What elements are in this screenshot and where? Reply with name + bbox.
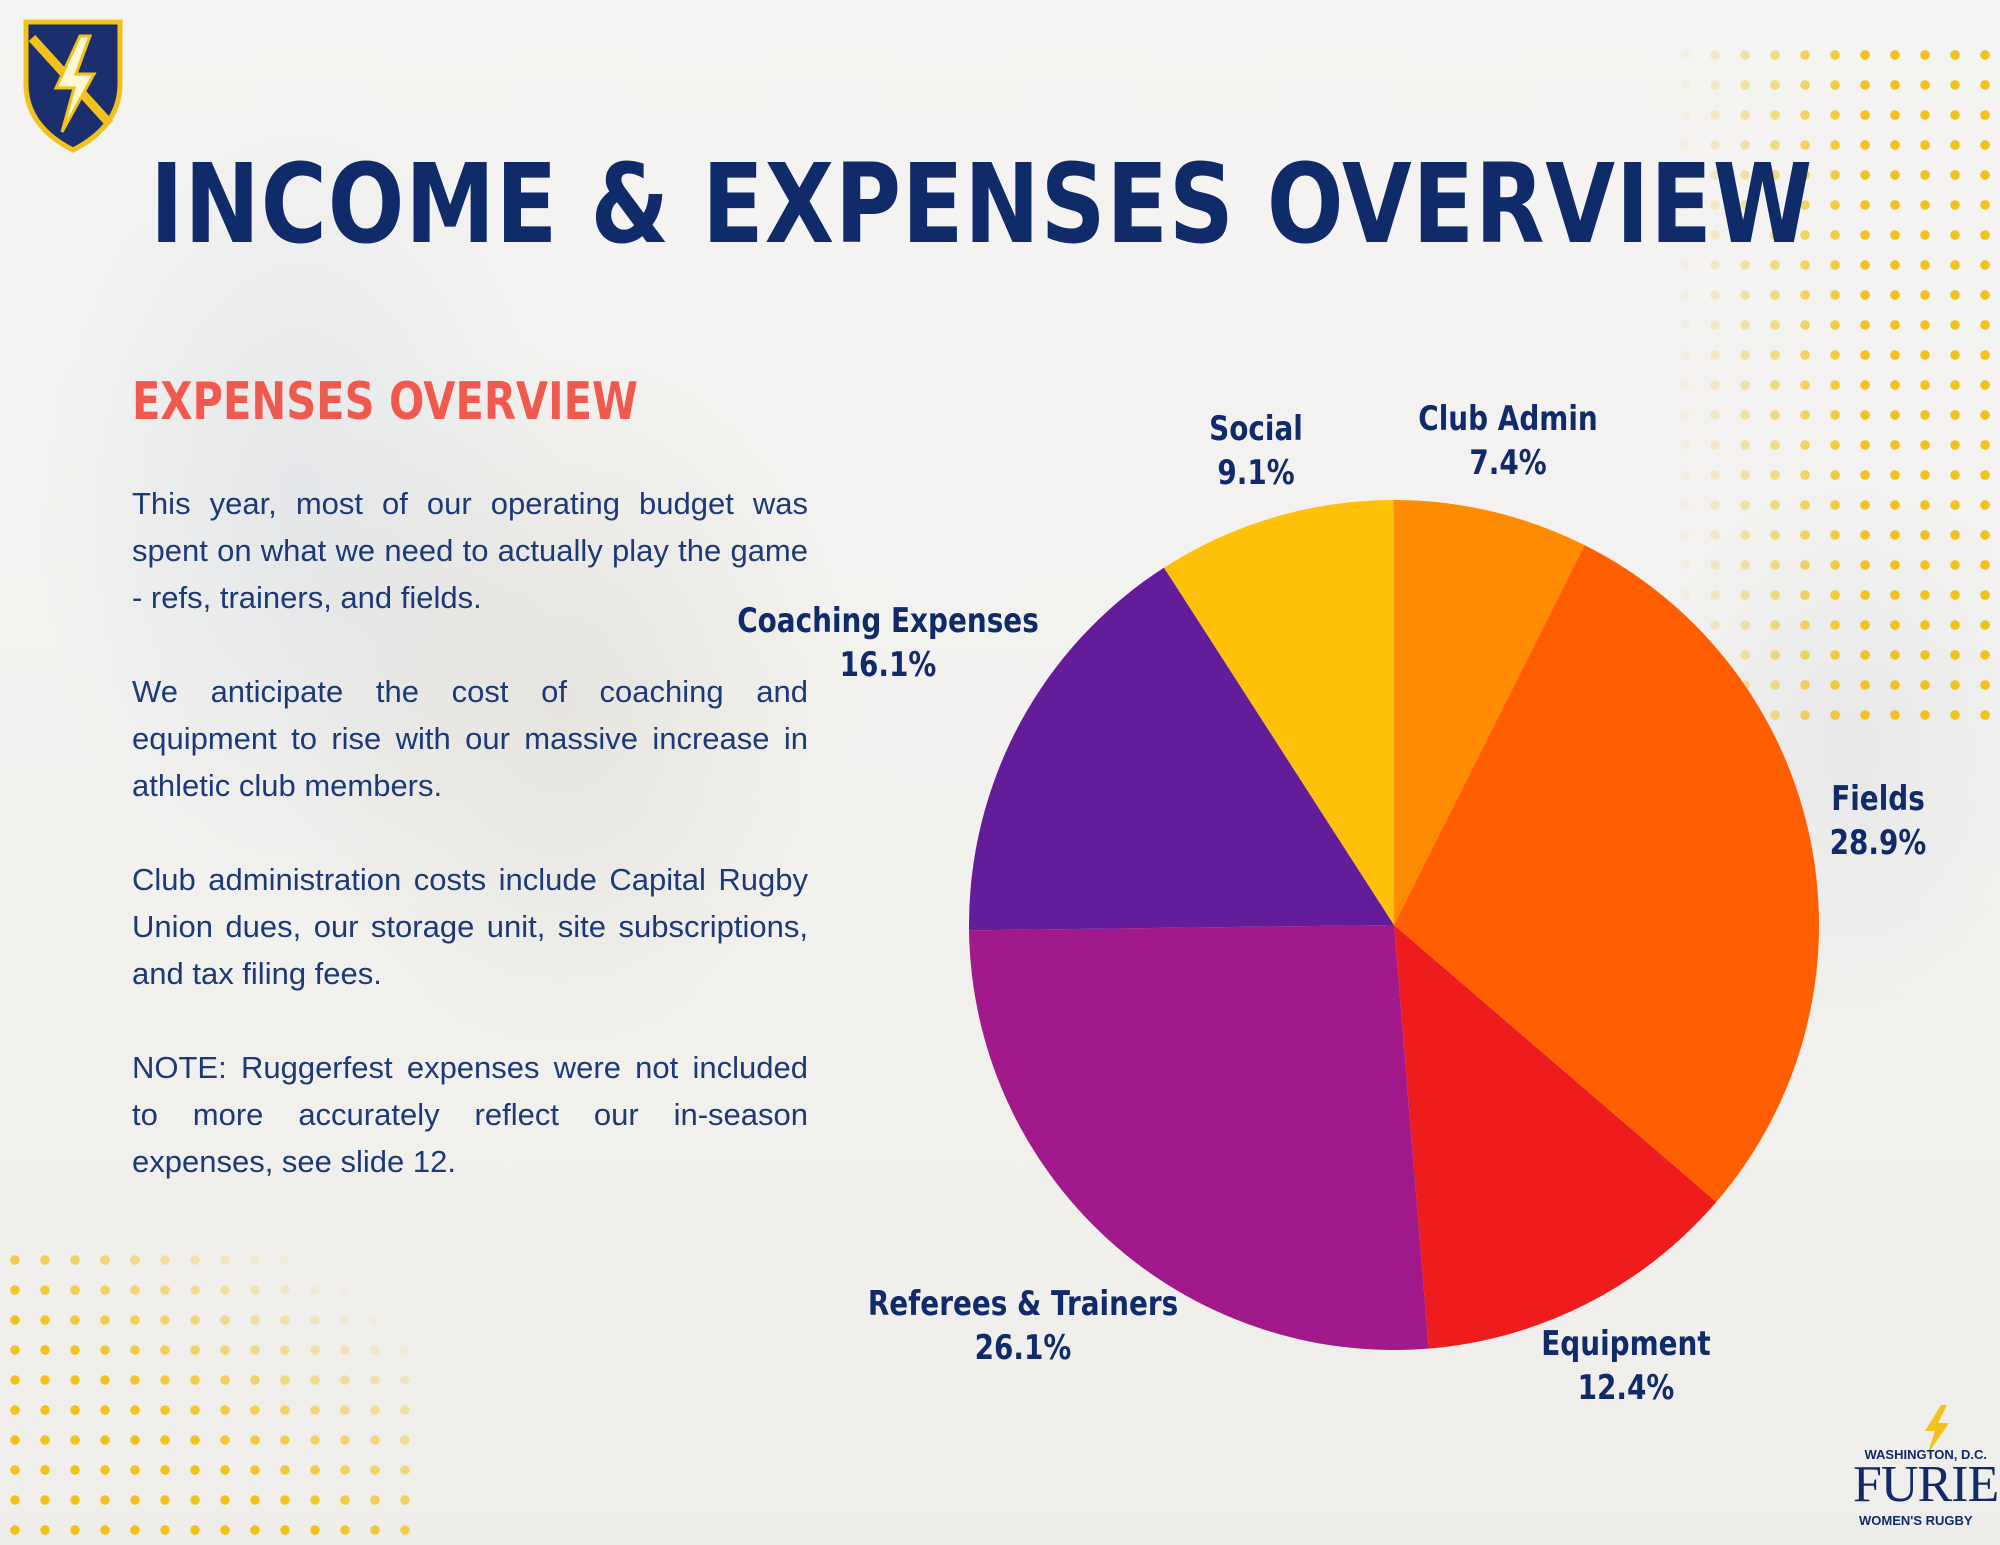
slice-label: Fields (1831, 779, 1925, 818)
shield-lightning-logo-icon (23, 19, 123, 153)
paragraph: This year, most of our operating budget … (132, 486, 808, 615)
slice-value-label: 12.4% (1578, 1368, 1675, 1407)
slice-value-label: 28.9% (1830, 823, 1927, 862)
pie-slice-equipment (1394, 925, 1717, 1349)
furies-brand-logo: WASHINGTON, D.C. FURIES WOMEN'S RUGBY (1845, 1405, 2000, 1540)
slice-value-label: 9.1% (1217, 453, 1294, 492)
slice-label: Equipment (1541, 1324, 1711, 1363)
brand-city: WASHINGTON, D.C. (1864, 1447, 1987, 1462)
pie-slice-club-admin (1394, 500, 1585, 925)
slice-label: Club Admin (1418, 399, 1597, 438)
pie-slice-fields (1394, 545, 1819, 1203)
pie-slice-coaching-expenses (969, 567, 1394, 931)
section-title: EXPENSES OVERVIEW (132, 372, 638, 432)
paragraph: NOTE: Ruggerfest expenses were not inclu… (132, 1050, 808, 1179)
lightning-bolt-icon (1925, 1405, 1949, 1455)
slice-value-label: 16.1% (840, 645, 937, 684)
paragraph: Club administration costs include Capita… (132, 862, 808, 991)
brand-subtitle: WOMEN'S RUGBY (1859, 1513, 1973, 1528)
slice-label: Referees & Trainers (868, 1284, 1178, 1323)
slice-label: Social (1209, 409, 1303, 448)
slice-label: Coaching Expenses (737, 601, 1039, 640)
paragraph: We anticipate the cost of coaching and e… (132, 674, 808, 803)
brand-name: FURIES (1853, 1456, 2000, 1513)
decorative-dots-top-right (1670, 40, 2000, 740)
pie-slice-referees-trainers (969, 925, 1429, 1350)
pie-slice-social (1164, 500, 1394, 925)
body-text: This year, most of our operating budget … (132, 480, 808, 1232)
slice-value-label: 7.4% (1469, 443, 1546, 482)
slice-value-label: 26.1% (975, 1328, 1072, 1367)
decorative-dots-bottom-left (0, 1245, 420, 1545)
